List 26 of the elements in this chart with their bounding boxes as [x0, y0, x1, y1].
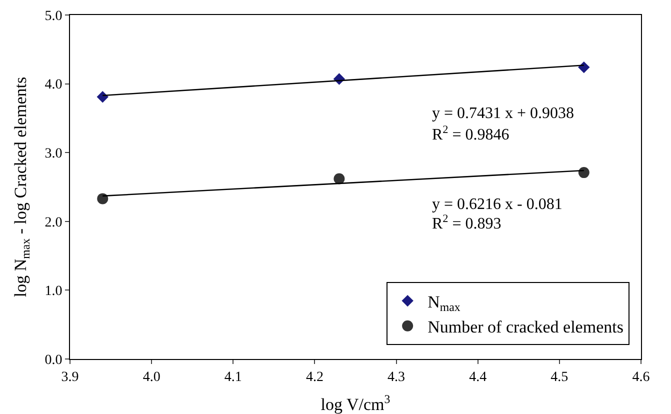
- point: [96, 91, 108, 103]
- point: [578, 167, 590, 178]
- point: [334, 173, 345, 184]
- y-tick-label: 2.0: [44, 215, 62, 230]
- y-tick-label: 1.0: [44, 284, 62, 300]
- annotation: R$^{2}$ = 0.893: [432, 213, 502, 233]
- point: [97, 193, 108, 204]
- y-tick-label: 3.0: [44, 146, 62, 162]
- x-tick-label: 4.3: [388, 370, 406, 385]
- x-tick-label: 4.0: [142, 370, 160, 385]
- legend-label: N$_{max}$: [428, 292, 460, 314]
- point: [578, 61, 590, 74]
- legend-label: Number of cracked elements: [428, 318, 624, 337]
- x-tick-label: 3.9: [61, 370, 79, 385]
- y-tick-label: 4.0: [44, 78, 62, 93]
- y-tick-label: 0.0: [44, 352, 62, 368]
- x-tick-label: 4.5: [550, 370, 568, 385]
- x-tick-label: 4.1: [224, 370, 242, 385]
- annotation: y = 0.7431 x + 0.9038: [432, 105, 574, 122]
- annotation: y = 0.6216 x - 0.081: [432, 196, 562, 213]
- x-tick-label: 4.4: [469, 370, 487, 385]
- annotation: R$^{2}$ = 0.9846: [432, 124, 510, 144]
- y-tick-label: 5.0: [44, 8, 62, 24]
- x-axis-title: log V/cm$^{3}$: [320, 392, 390, 414]
- x-tick-label: 4.6: [632, 370, 650, 385]
- x-tick-label: 4.2: [306, 370, 324, 385]
